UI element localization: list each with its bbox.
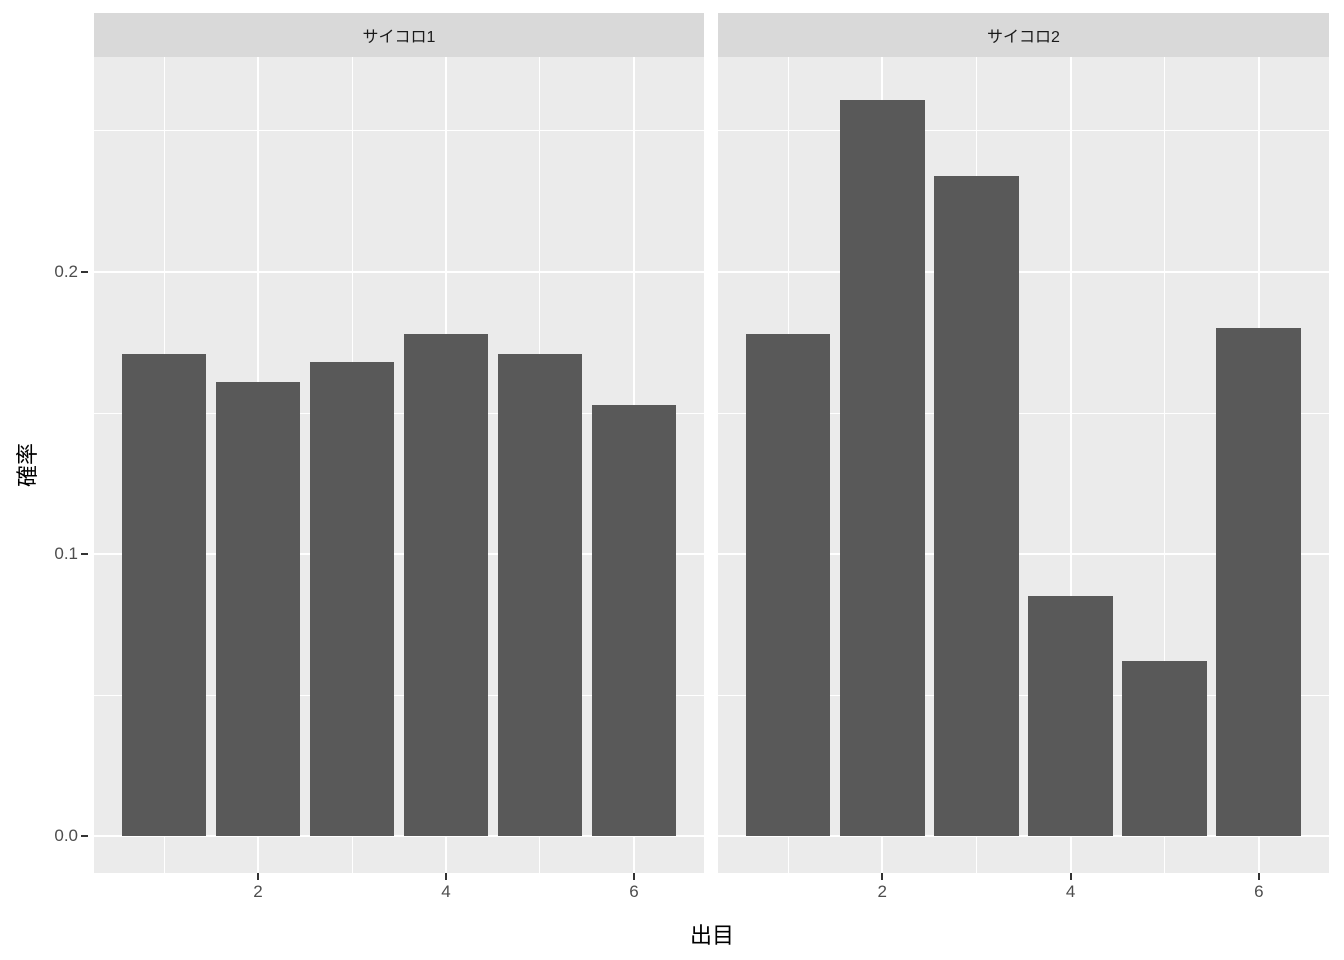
x-tick-mark — [632, 873, 635, 880]
y-tick-mark — [81, 271, 88, 273]
bar-face-3 — [309, 362, 395, 837]
y-tick-label: 0.0 — [54, 826, 78, 846]
bar-face-2 — [215, 382, 301, 837]
major-gridline-y — [718, 835, 1329, 838]
facet-strip-label: サイコロ1 — [362, 29, 436, 46]
bar-face-4 — [1028, 596, 1113, 837]
y-tick-label: 0.2 — [54, 262, 78, 281]
x-axis-title: 出目 — [689, 923, 735, 948]
minor-gridline-y — [718, 412, 1329, 414]
minor-gridline-y — [718, 130, 1329, 132]
bar-face-1 — [121, 353, 207, 837]
major-gridline-y — [94, 835, 704, 838]
facet-strip-dice2: サイコロ2 — [718, 13, 1329, 57]
x-tick-mark — [881, 873, 884, 880]
major-gridline-y — [94, 553, 704, 556]
facet-panel-dice1 — [94, 57, 704, 873]
y-axis-title: 確率 — [15, 442, 40, 488]
x-tick-label: 4 — [441, 882, 451, 901]
y-tick-mark — [81, 835, 88, 838]
bar-face-3 — [934, 176, 1019, 837]
minor-gridline-y — [94, 130, 704, 132]
major-gridline-y — [718, 553, 1329, 556]
minor-gridline-y — [94, 694, 704, 696]
x-tick-mark — [444, 873, 447, 880]
x-tick-label: 2 — [253, 882, 263, 901]
x-tick-label: 4 — [1065, 882, 1076, 901]
bar-face-5 — [1122, 661, 1208, 837]
minor-gridline-x — [1164, 57, 1166, 873]
major-gridline-y — [94, 271, 704, 273]
x-tick-label: 2 — [877, 882, 888, 901]
bar-face-6 — [1216, 328, 1302, 837]
x-tick-label: 6 — [629, 882, 639, 901]
y-tick-label: 0.1 — [54, 544, 78, 564]
facet-strip-label: サイコロ2 — [987, 29, 1060, 46]
facet-strip-dice1: サイコロ1 — [94, 13, 704, 57]
minor-gridline-y — [94, 412, 704, 414]
bar-face-1 — [745, 334, 831, 837]
x-tick-mark — [1257, 873, 1260, 880]
bar-face-4 — [403, 334, 489, 837]
facet-panel-dice2 — [718, 57, 1329, 873]
major-gridline-y — [718, 271, 1329, 273]
y-tick-mark — [81, 553, 88, 556]
x-tick-label: 6 — [1254, 882, 1264, 901]
major-gridline-x — [1069, 57, 1072, 873]
bar-face-6 — [591, 404, 677, 837]
minor-gridline-y — [718, 694, 1329, 696]
bar-face-5 — [497, 353, 583, 837]
x-tick-mark — [1069, 873, 1072, 880]
bar-face-2 — [839, 99, 925, 837]
x-tick-mark — [257, 873, 259, 880]
